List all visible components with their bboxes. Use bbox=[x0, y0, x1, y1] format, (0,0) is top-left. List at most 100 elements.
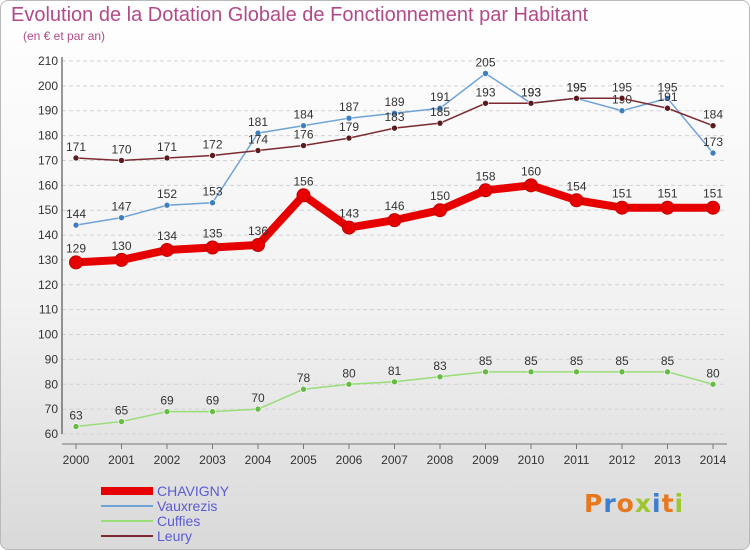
logo-letter: i bbox=[652, 489, 662, 518]
data-label: 173 bbox=[703, 135, 723, 149]
data-label: 130 bbox=[111, 239, 131, 253]
data-point bbox=[342, 220, 356, 235]
data-point bbox=[573, 95, 580, 102]
data-point bbox=[300, 122, 307, 129]
data-point bbox=[436, 119, 444, 127]
legend-label: CHAVIGNY bbox=[157, 483, 230, 499]
data-label: 83 bbox=[433, 359, 447, 373]
chart-title: Evolution de la Dotation Globale de Fonc… bbox=[11, 4, 589, 26]
data-point bbox=[709, 380, 717, 388]
data-point bbox=[345, 380, 353, 388]
data-point bbox=[254, 129, 262, 137]
x-tick-label: 2003 bbox=[199, 453, 226, 467]
data-label: 170 bbox=[111, 142, 131, 156]
data-point bbox=[118, 418, 125, 425]
y-tick-label: 140 bbox=[38, 228, 58, 242]
y-tick-label: 150 bbox=[38, 203, 58, 217]
data-point bbox=[569, 193, 584, 208]
x-tick-label: 2006 bbox=[336, 453, 363, 467]
data-point bbox=[118, 214, 125, 221]
data-label: 195 bbox=[566, 80, 586, 94]
data-point bbox=[345, 134, 353, 142]
data-label: 154 bbox=[566, 179, 586, 193]
data-point bbox=[436, 104, 444, 112]
data-point bbox=[163, 408, 171, 415]
data-label: 69 bbox=[160, 394, 174, 408]
proxiti-logo: Proxiti bbox=[584, 489, 684, 518]
data-point bbox=[482, 70, 489, 77]
data-point bbox=[118, 157, 125, 164]
y-tick-label: 160 bbox=[38, 178, 58, 192]
data-label: 172 bbox=[202, 137, 222, 151]
data-label: 80 bbox=[342, 366, 356, 380]
y-tick-label: 130 bbox=[38, 253, 58, 267]
data-label: 129 bbox=[66, 241, 86, 255]
data-point bbox=[254, 405, 262, 413]
data-label: 63 bbox=[69, 409, 83, 423]
data-point bbox=[391, 109, 398, 117]
data-label: 151 bbox=[657, 187, 677, 201]
data-label: 146 bbox=[384, 199, 404, 213]
data-point bbox=[300, 142, 307, 149]
data-label: 195 bbox=[566, 80, 586, 94]
data-label: 171 bbox=[157, 140, 177, 154]
data-label: 147 bbox=[111, 200, 131, 214]
data-label: 191 bbox=[657, 90, 677, 104]
y-tick-label: 180 bbox=[38, 129, 58, 143]
data-label: 151 bbox=[703, 187, 723, 201]
legend-swatch bbox=[101, 535, 153, 537]
data-label: 187 bbox=[339, 100, 359, 114]
data-label: 189 bbox=[384, 95, 404, 109]
x-tick-label: 2011 bbox=[564, 453, 590, 467]
data-point bbox=[433, 203, 447, 218]
data-label: 135 bbox=[202, 227, 222, 241]
data-point bbox=[72, 423, 80, 430]
data-point bbox=[209, 199, 216, 207]
data-label: 184 bbox=[703, 108, 723, 122]
data-label: 195 bbox=[657, 80, 677, 94]
data-label: 143 bbox=[339, 207, 359, 221]
data-point bbox=[160, 242, 174, 257]
data-label: 151 bbox=[612, 187, 632, 201]
data-point bbox=[72, 154, 80, 162]
data-label: 179 bbox=[339, 120, 359, 134]
data-label: 184 bbox=[293, 108, 313, 122]
data-label: 69 bbox=[206, 394, 220, 408]
data-label: 176 bbox=[293, 128, 313, 142]
x-tick-label: 2000 bbox=[63, 453, 90, 467]
data-label: 158 bbox=[475, 169, 495, 183]
x-tick-label: 2014 bbox=[700, 453, 727, 467]
data-point bbox=[300, 385, 307, 393]
data-point bbox=[209, 152, 216, 159]
legend-label: Cuffies bbox=[157, 513, 201, 529]
data-point bbox=[524, 178, 538, 193]
legend-label: Vauxrezis bbox=[157, 498, 218, 514]
data-point bbox=[706, 200, 720, 215]
y-tick-label: 170 bbox=[38, 153, 58, 167]
x-tick-label: 2004 bbox=[245, 453, 272, 467]
data-label: 70 bbox=[251, 391, 265, 405]
data-point bbox=[482, 99, 489, 107]
data-point bbox=[618, 107, 626, 115]
data-point bbox=[482, 368, 489, 376]
data-label: 85 bbox=[479, 354, 493, 368]
data-point bbox=[387, 213, 402, 228]
data-label: 144 bbox=[66, 207, 86, 221]
data-point bbox=[478, 183, 493, 198]
data-label: 134 bbox=[157, 229, 177, 243]
logo-letter: t bbox=[661, 489, 675, 518]
data-label: 85 bbox=[615, 354, 629, 368]
data-label: 85 bbox=[570, 354, 584, 368]
data-label: 181 bbox=[248, 115, 268, 129]
logo-letter: P bbox=[584, 489, 604, 518]
data-point bbox=[664, 104, 671, 112]
logo-letter: i bbox=[674, 489, 685, 518]
data-point bbox=[709, 122, 717, 129]
x-tick-label: 2007 bbox=[381, 453, 408, 467]
data-point bbox=[205, 240, 220, 255]
x-tick-label: 2010 bbox=[518, 453, 545, 467]
x-tick-label: 2002 bbox=[154, 453, 181, 467]
data-point bbox=[254, 147, 262, 154]
y-tick-label: 120 bbox=[38, 278, 58, 292]
